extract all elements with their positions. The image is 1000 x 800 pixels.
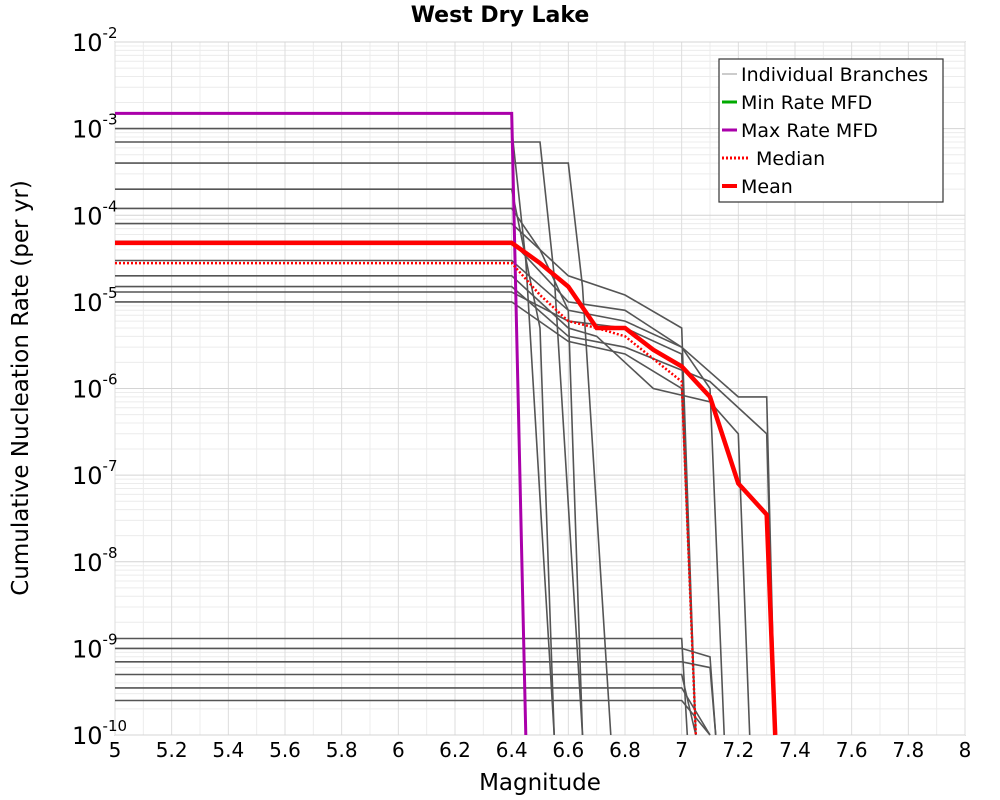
x-tick-label: 7.2 (722, 738, 754, 762)
y-tick-label: 10-9 (72, 630, 118, 663)
legend-label-median: Median (750, 148, 825, 170)
branch-line-14 (115, 660, 717, 736)
y-tick-label: 10-3 (72, 111, 118, 144)
x-tick-label: 7.4 (779, 738, 811, 762)
series-median (115, 261, 698, 736)
x-tick-label: 8 (959, 738, 972, 762)
branch-line-8 (115, 274, 751, 736)
branch-line-7 (115, 259, 776, 736)
branch-line-0 (115, 127, 555, 736)
x-tick-label: 6.2 (439, 738, 471, 762)
x-tick-label: 5.6 (269, 738, 301, 762)
x-tick-label: 7 (675, 738, 688, 762)
summary-series (115, 111, 778, 736)
legend-box (718, 58, 944, 203)
x-tick-label: 7.8 (892, 738, 924, 762)
branch-line-15 (115, 673, 697, 736)
x-tick-label: 6.8 (609, 738, 641, 762)
y-tick-label: 10-6 (72, 371, 118, 404)
y-tick-label: 10-10 (72, 717, 127, 750)
x-tick-label: 6 (392, 738, 405, 762)
legend-label-individual-branches: Individual Branches (741, 64, 928, 86)
x-tick-label: 5.2 (156, 738, 188, 762)
y-tick-label: 10-5 (72, 284, 118, 317)
branch-line-1 (115, 141, 584, 736)
y-tick-label: 10-8 (72, 544, 118, 577)
x-tick-label: 5 (109, 738, 122, 762)
legend-label-min-rate: Min Rate MFD (741, 92, 872, 114)
legend-label-mean: Mean (741, 176, 793, 198)
x-axis-label: Magnitude (479, 770, 601, 796)
x-tick-label: 6.6 (552, 738, 584, 762)
series-mean (115, 240, 778, 736)
y-tick-labels: 10-2 10-3 10-4 10-5 10-6 10-7 10-8 10-9 10-10 (72, 24, 127, 750)
y-tick-label: 10-2 (72, 24, 118, 57)
legend: Individual Branches Min Rate MFD Max Rat… (718, 58, 944, 203)
branch-line-12 (115, 637, 689, 736)
branch-line-3 (115, 188, 555, 736)
x-tick-label: 7.6 (836, 738, 868, 762)
x-tick-label: 6.4 (496, 738, 528, 762)
x-tick-label: 5.8 (326, 738, 358, 762)
branch-line-17 (115, 699, 711, 736)
branch-line-16 (115, 687, 711, 736)
legend-label-max-rate: Max Rate MFD (741, 120, 878, 142)
series-max-rate-mfd (115, 111, 528, 736)
branch-line-9 (115, 285, 776, 736)
chart-title: West Dry Lake (411, 3, 590, 28)
y-tick-label: 10-7 (72, 457, 118, 490)
y-tick-label: 10-4 (72, 197, 118, 230)
x-tick-labels: 5 5.2 5.4 5.6 5.8 6 6.2 6.4 6.6 6.8 7 7.2 7.4 7.6 7.8 8 (109, 738, 972, 762)
branch-line-2 (115, 162, 612, 736)
x-tick-label: 5.4 (212, 738, 244, 762)
y-axis-label: Cumulative Nucleation Rate (per yr) (8, 180, 34, 596)
